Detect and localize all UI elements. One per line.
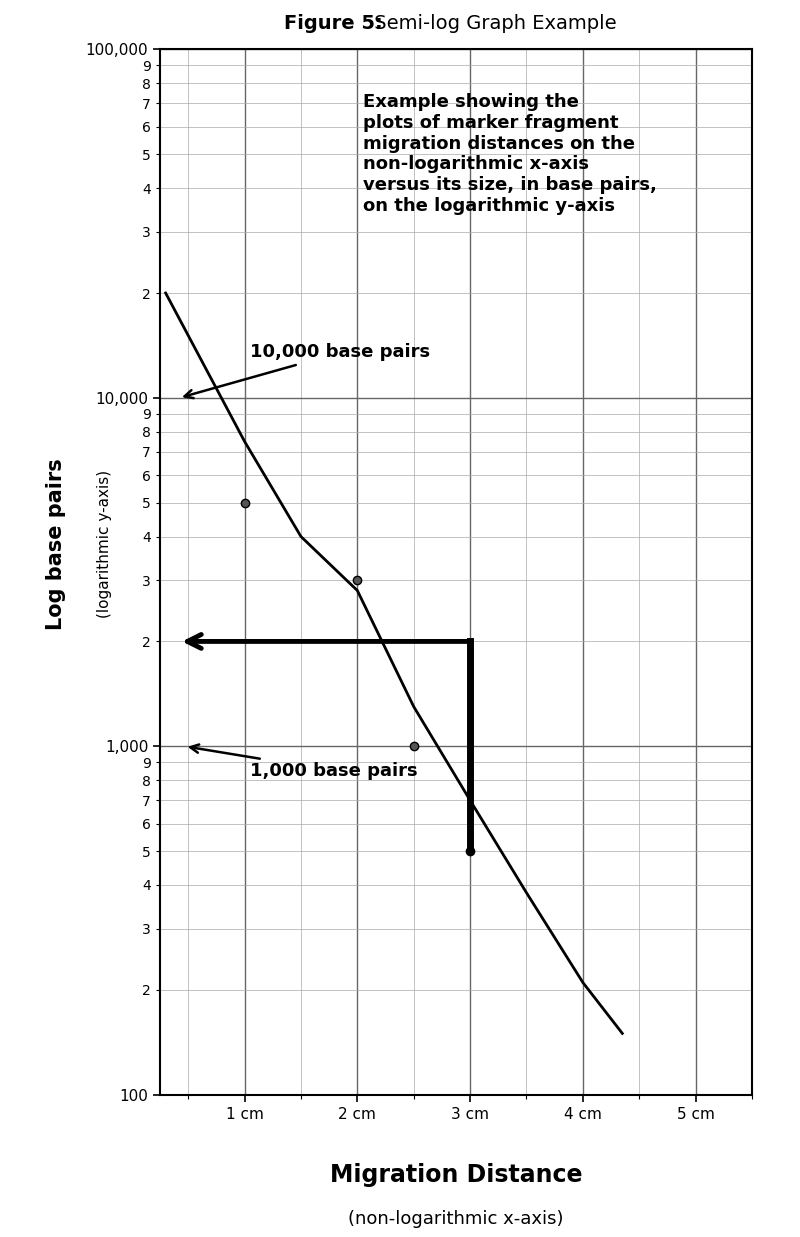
Text: 1,000 base pairs: 1,000 base pairs bbox=[190, 745, 418, 779]
Text: (non-logarithmic x-axis): (non-logarithmic x-axis) bbox=[348, 1210, 564, 1228]
Text: (logarithmic y-axis): (logarithmic y-axis) bbox=[97, 470, 111, 618]
Text: Migration Distance: Migration Distance bbox=[330, 1163, 582, 1186]
Text: 10,000 base pairs: 10,000 base pairs bbox=[185, 344, 430, 398]
Text: Figure 5:: Figure 5: bbox=[284, 15, 382, 33]
Text: Semi-log Graph Example: Semi-log Graph Example bbox=[368, 15, 617, 33]
Text: Example showing the
plots of marker fragment
migration distances on the
non-loga: Example showing the plots of marker frag… bbox=[363, 93, 657, 215]
Text: Log base pairs: Log base pairs bbox=[46, 459, 66, 630]
